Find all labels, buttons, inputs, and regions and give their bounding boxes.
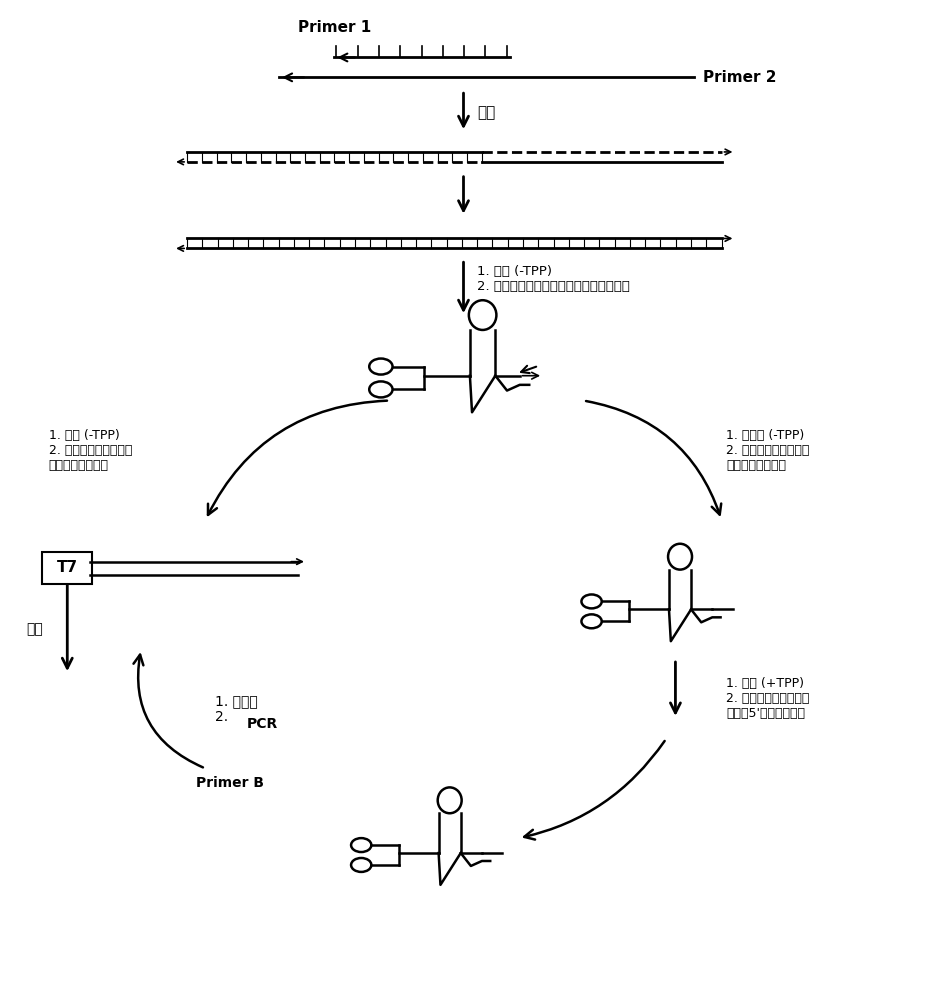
FancyArrowPatch shape xyxy=(586,401,721,515)
Text: Primer 2: Primer 2 xyxy=(703,70,777,85)
Text: PCR: PCR xyxy=(247,717,278,731)
Text: 1. 转录 (-TPP)
2. 聚丙烯酯胺凝胶电泳（分离全长片段）: 1. 转录 (-TPP) 2. 聚丙烯酯胺凝胶电泳（分离全长片段） xyxy=(477,265,630,293)
Text: Primer 1: Primer 1 xyxy=(298,20,371,35)
Text: Primer B: Primer B xyxy=(197,776,264,790)
Text: T7: T7 xyxy=(57,560,78,575)
Text: 1. 筛选 (+TPP)
2. 聚丙烯酯胺凝胶电泳
（分离5'端切割片段）: 1. 筛选 (+TPP) 2. 聚丙烯酯胺凝胶电泳 （分离5'端切割片段） xyxy=(726,677,809,720)
Text: 1. 预筛选 (-TPP)
2. 聚丙烯酯胺凝胶电泳
（分离全长片段）: 1. 预筛选 (-TPP) 2. 聚丙烯酯胺凝胶电泳 （分离全长片段） xyxy=(726,429,809,472)
FancyArrowPatch shape xyxy=(208,401,387,515)
Text: 延伸: 延伸 xyxy=(477,105,496,120)
Text: 1. 反转录
2.: 1. 反转录 2. xyxy=(215,694,258,724)
FancyArrowPatch shape xyxy=(525,741,665,840)
Text: 1. 转录 (-TPP)
2. 聚丙烯酯胺凝胶电泳
（分离全长片段）: 1. 转录 (-TPP) 2. 聚丙烯酯胺凝胶电泳 （分离全长片段） xyxy=(49,429,133,472)
Text: 测序: 测序 xyxy=(26,622,43,636)
FancyArrowPatch shape xyxy=(133,655,203,767)
